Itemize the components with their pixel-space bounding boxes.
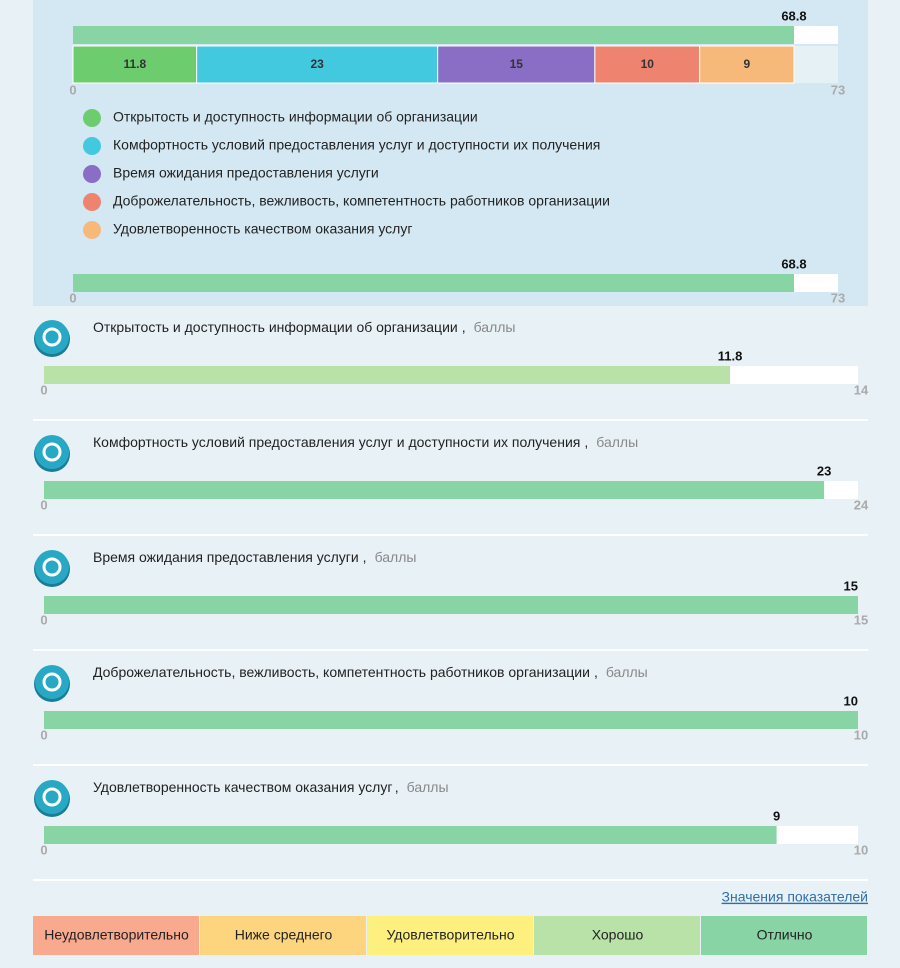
indicator-title: Открытость и доступность информации об о… bbox=[93, 319, 516, 335]
tick-label: 0 bbox=[40, 727, 47, 742]
icon bbox=[35, 320, 69, 354]
legend-label: Доброжелательность, вежливость, компетен… bbox=[113, 193, 610, 209]
total-value: 68.8 bbox=[781, 8, 806, 23]
indicator-bar bbox=[44, 826, 777, 844]
icon bbox=[35, 665, 69, 699]
legend-label: Комфортность условий предоставления услу… bbox=[113, 137, 600, 153]
indicator-title: Комфортность условий предоставления услу… bbox=[93, 434, 638, 450]
legend-swatch bbox=[83, 109, 101, 127]
icon-glyph bbox=[42, 787, 62, 807]
rating-box bbox=[701, 916, 867, 955]
tick-label: 0 bbox=[40, 497, 47, 512]
segment-label: 9 bbox=[743, 57, 750, 71]
segment-label: 15 bbox=[510, 57, 524, 71]
value-label: 23 bbox=[817, 463, 831, 478]
tick-label: 0 bbox=[40, 842, 47, 857]
indicator-bar bbox=[44, 366, 731, 384]
indicator-title: Удовлетворенность качеством оказания усл… bbox=[93, 779, 449, 795]
title-text: Время ожидания предоставления услуги bbox=[93, 549, 359, 565]
legend-label: Удовлетворенность качеством оказания усл… bbox=[113, 221, 412, 237]
legend-swatch bbox=[83, 221, 101, 239]
indicator-title: Доброжелательность, вежливость, компетен… bbox=[93, 664, 648, 680]
legend-swatch bbox=[83, 137, 101, 155]
tick-label: 24 bbox=[854, 497, 869, 512]
value-label: 15 bbox=[844, 578, 858, 593]
rating-label: Удовлетворительно bbox=[386, 927, 514, 943]
title-text: Открытость и доступность информации об о… bbox=[93, 319, 458, 335]
values-link[interactable]: Значения показателей bbox=[722, 889, 868, 905]
title-text: Комфортность условий предоставления услу… bbox=[93, 434, 580, 450]
total-value: 68.8 bbox=[781, 256, 806, 271]
legend-swatch bbox=[83, 193, 101, 211]
icon bbox=[35, 435, 69, 469]
segment-label: 23 bbox=[310, 57, 324, 71]
tick-label: 73 bbox=[831, 82, 845, 97]
tick-label: 0 bbox=[40, 382, 47, 397]
icon-glyph bbox=[42, 327, 62, 347]
tick-label: 10 bbox=[854, 842, 868, 857]
legend-label: Открытость и доступность информации об о… bbox=[113, 109, 478, 125]
indicator-title: Время ожидания предоставления услуги, бал… bbox=[93, 549, 416, 565]
title-text: Доброжелательность, вежливость, компетен… bbox=[93, 664, 590, 680]
rating-box bbox=[367, 916, 533, 955]
total-bar bbox=[73, 274, 794, 292]
rating-box bbox=[33, 916, 199, 955]
rating-box bbox=[200, 916, 366, 955]
title-text: Удовлетворенность качеством оказания усл… bbox=[93, 779, 392, 795]
value-label: 9 bbox=[773, 808, 780, 823]
separator: , bbox=[363, 549, 367, 565]
tick-label: 0 bbox=[69, 290, 76, 305]
unit: баллы bbox=[474, 319, 516, 335]
tick-label: 0 bbox=[69, 82, 76, 97]
value-label: 10 bbox=[844, 693, 858, 708]
rating-label: Ниже среднего bbox=[235, 927, 333, 943]
rating-label: Хорошо bbox=[592, 927, 644, 943]
tick-label: 14 bbox=[854, 382, 869, 397]
legend-label: Время ожидания предоставления услуги bbox=[113, 165, 379, 181]
rating-box bbox=[534, 916, 700, 955]
stack-segment bbox=[594, 45, 701, 84]
tick-label: 0 bbox=[40, 612, 47, 627]
value-label: 11.8 bbox=[718, 348, 743, 363]
unit: баллы bbox=[407, 779, 449, 795]
stack-segment bbox=[437, 45, 596, 84]
indicator-bar bbox=[44, 481, 825, 499]
icon bbox=[35, 550, 69, 584]
total-bar bbox=[73, 26, 794, 44]
tick-label: 73 bbox=[831, 290, 845, 305]
icon-glyph bbox=[42, 442, 62, 462]
legend-swatch bbox=[83, 165, 101, 183]
stack-segment bbox=[196, 45, 439, 84]
separator: , bbox=[395, 779, 399, 795]
segment-label: 10 bbox=[641, 57, 655, 71]
icon-glyph bbox=[42, 557, 62, 577]
rating-label: Отлично bbox=[757, 927, 813, 943]
separator: , bbox=[462, 319, 466, 335]
indicator-bar bbox=[44, 596, 858, 614]
rating-label: Неудовлетворительно bbox=[44, 927, 189, 943]
icon bbox=[35, 780, 69, 814]
separator: , bbox=[594, 664, 598, 680]
tick-label: 15 bbox=[854, 612, 868, 627]
unit: баллы bbox=[375, 549, 417, 565]
unit: баллы bbox=[596, 434, 638, 450]
tick-label: 10 bbox=[854, 727, 868, 742]
indicator-bar bbox=[44, 711, 858, 729]
stack-segment bbox=[699, 45, 795, 84]
separator: , bbox=[584, 434, 588, 450]
icon-glyph bbox=[42, 672, 62, 692]
unit: баллы bbox=[606, 664, 648, 680]
segment-label: 11.8 bbox=[123, 57, 146, 71]
